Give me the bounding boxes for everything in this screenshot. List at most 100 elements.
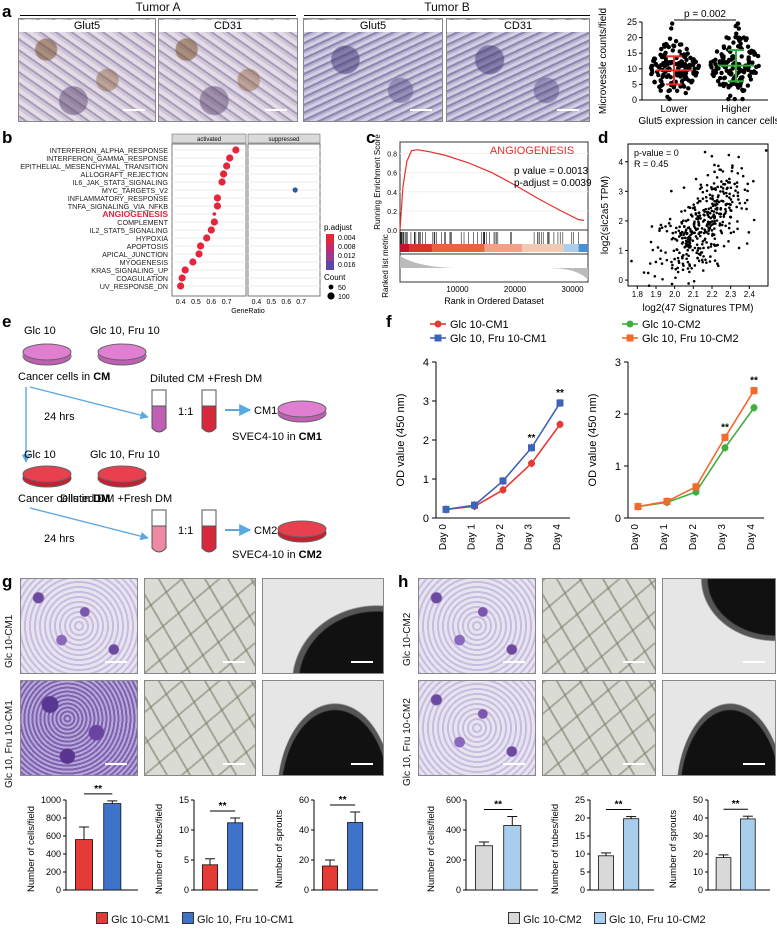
data-point: [662, 64, 667, 69]
data-point: [740, 166, 744, 170]
data-point: [671, 263, 674, 267]
y-tick-label: 0: [698, 885, 703, 895]
y-tick-label: 0: [304, 885, 309, 895]
y-tick-label: 400: [446, 825, 461, 835]
data-point: [707, 215, 711, 219]
y-tick-label: 0: [580, 885, 585, 895]
series-point: [663, 497, 671, 505]
dish-svec-cm2: [277, 520, 327, 543]
y-tick-label: 50: [693, 795, 703, 805]
data-point: [687, 282, 690, 285]
data-point: [659, 249, 663, 252]
data-point: [670, 189, 673, 193]
data-point: [730, 166, 734, 169]
y-tick-label: 3: [423, 396, 429, 408]
data-point: [716, 185, 719, 189]
es-frame: [399, 141, 589, 231]
y-tick-label: 4: [423, 357, 429, 369]
data-point: [649, 63, 655, 69]
pathway-label: KRAS_SIGNALING_UP: [91, 266, 168, 275]
y-tick-label: 200: [46, 867, 61, 877]
data-point: [740, 88, 746, 94]
data-point: [709, 216, 712, 220]
y-tick-label: 0: [423, 513, 429, 525]
y-axis-label: log2(slc2a5 TPM): [600, 176, 611, 254]
y-axis-label: Number of tubes/field: [550, 804, 561, 894]
data-point: [694, 177, 698, 181]
data-point: [746, 57, 751, 62]
series-point: [721, 444, 729, 452]
data-point: [711, 215, 714, 218]
data-point: [717, 194, 720, 197]
data-point: [687, 226, 691, 229]
legend-count-label: 100: [338, 294, 350, 301]
data-point: [688, 270, 691, 274]
data-point: [650, 225, 654, 228]
stain-label: Glut5: [19, 20, 155, 32]
data-point: [713, 249, 717, 253]
data-point: [724, 203, 728, 207]
micrograph-h-sprout-glc: [662, 578, 776, 674]
dish4-label: Glc 10, Fru 10: [90, 449, 160, 461]
y-tick-label: 2: [423, 435, 429, 447]
data-point: [696, 197, 700, 200]
data-point: [708, 221, 712, 224]
data-point: [690, 214, 694, 218]
data-point: [683, 71, 689, 76]
data-point: [711, 202, 714, 206]
data-point: [648, 262, 652, 265]
data-point: [716, 264, 720, 268]
data-point: [688, 228, 692, 231]
data-point: [746, 67, 751, 73]
y-tick-label: 0: [632, 95, 637, 105]
dish-cm-glc: [22, 343, 72, 366]
data-point: [710, 72, 715, 77]
data-point: [666, 88, 671, 94]
data-point: [673, 38, 679, 44]
data-point: [689, 233, 692, 237]
data-point: [694, 213, 698, 216]
data-point: [720, 180, 723, 183]
data-point: [702, 231, 706, 235]
data-point: [697, 211, 700, 215]
data-point: [719, 190, 722, 193]
g-row1-label: Glc 10-CM1: [4, 614, 15, 668]
data-point: [702, 213, 706, 216]
data-point: [677, 49, 682, 54]
data-point: [726, 181, 730, 184]
dot-activated: [218, 178, 226, 186]
data-point: [737, 198, 740, 201]
data-point: [718, 224, 722, 227]
data-point: [740, 207, 743, 210]
strip-activated-label: activated: [197, 137, 221, 143]
bar: [475, 845, 493, 891]
data-point: [704, 207, 708, 211]
data-point: [705, 231, 708, 234]
x-tick-label: Day 3: [524, 524, 535, 551]
dot-activated: [212, 212, 217, 216]
data-point: [726, 186, 729, 190]
bar: [715, 857, 732, 891]
micrograph-h-transwell-glcfru: [418, 680, 536, 776]
cancer-cm-label: Cancer cells in CM: [18, 371, 110, 383]
out1-label: CM1: [254, 405, 277, 417]
data-point: [652, 80, 657, 85]
data-point: [727, 202, 731, 206]
y-tick-label: 40: [693, 813, 703, 823]
data-point: [684, 230, 687, 234]
data-point: [724, 35, 729, 40]
micrograph-tumor-a-cd31: CD31: [158, 18, 298, 122]
data-point: [664, 251, 667, 254]
data-point: [659, 46, 664, 52]
data-point: [705, 199, 708, 203]
data-point: [729, 81, 735, 86]
data-point: [688, 241, 692, 245]
data-point: [697, 259, 701, 263]
data-point: [677, 261, 681, 265]
chart-h-tubes-bar: 0 5 10 15 20 25 Number of tubes/field **: [550, 795, 654, 895]
legend-g-swatch-2: [181, 912, 194, 924]
svec1-label: SVEC4-10 in CM1: [232, 431, 322, 443]
dot-activated: [213, 202, 222, 210]
gsea-title: ANGIOGENESIS: [490, 145, 574, 157]
data-point: [736, 194, 740, 198]
